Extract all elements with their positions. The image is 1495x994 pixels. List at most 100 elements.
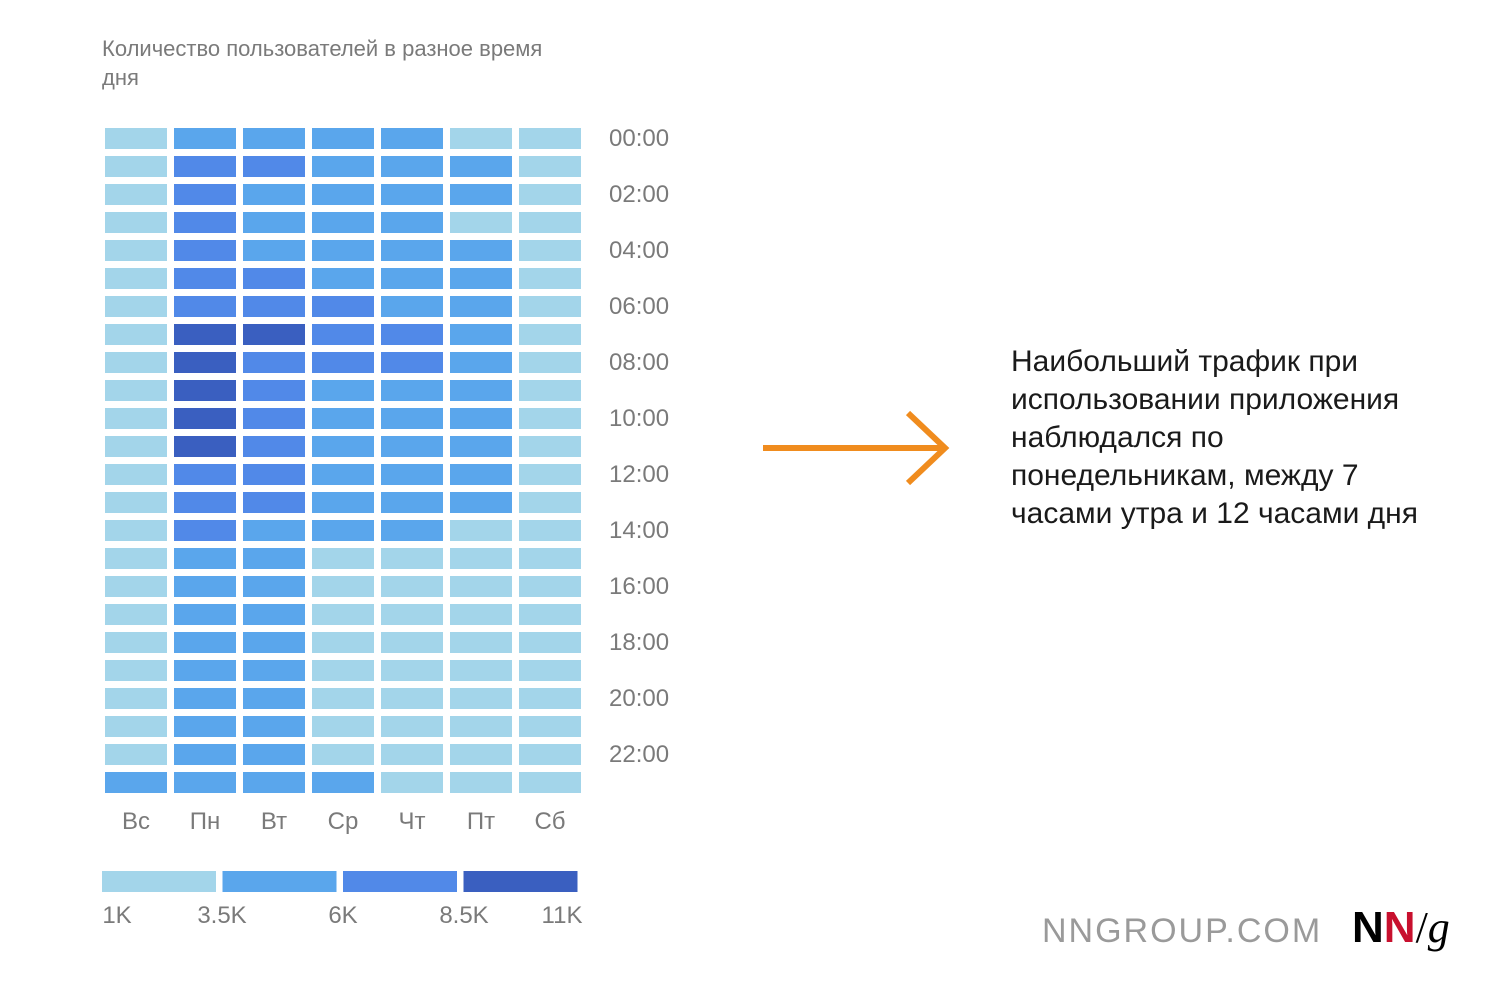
y-tick-label: 22:00: [609, 740, 670, 768]
heatmap-cell: [174, 436, 236, 457]
x-tick-label: Ср: [327, 808, 359, 835]
heatmap-cell: [174, 772, 236, 793]
heatmap-cell: [243, 408, 305, 429]
heatmap-cell: [519, 632, 581, 653]
heatmap-cell: [519, 744, 581, 765]
heatmap-cell: [243, 324, 305, 345]
heatmap-cell: [450, 408, 512, 429]
heatmap-cell: [381, 352, 443, 373]
y-tick-label: 14:00: [609, 516, 670, 544]
heatmap-cell: [174, 352, 236, 373]
heatmap-cell: [519, 520, 581, 541]
heatmap-cell: [381, 156, 443, 177]
heatmap-cell: [174, 716, 236, 737]
y-tick-label: 18:00: [609, 628, 670, 656]
heatmap-cell: [105, 436, 167, 457]
heatmap-cell: [312, 688, 374, 709]
heatmap-cell: [105, 156, 167, 177]
heatmap-cell: [174, 240, 236, 261]
y-tick-label: 20:00: [609, 684, 670, 712]
x-tick-label: Сб: [534, 808, 566, 835]
heatmap-cell: [243, 128, 305, 149]
heatmap-cell: [519, 576, 581, 597]
heatmap-cell: [450, 240, 512, 261]
heatmap-cell: [312, 660, 374, 681]
heatmap-cell: [105, 408, 167, 429]
heatmap-cell: [381, 520, 443, 541]
legend-tick-label: 1K: [102, 902, 132, 929]
heatmap-cell: [381, 128, 443, 149]
heatmap-cell: [174, 548, 236, 569]
heatmap-cell: [519, 128, 581, 149]
heatmap-cell: [174, 380, 236, 401]
heatmap-cell: [105, 268, 167, 289]
heatmap-cell: [243, 240, 305, 261]
heatmap-cell: [381, 380, 443, 401]
heatmap-cell: [105, 240, 167, 261]
heatmap-cell: [381, 632, 443, 653]
heatmap-cell: [243, 212, 305, 233]
y-tick-label: 06:00: [609, 292, 670, 320]
heatmap-cell: [519, 380, 581, 401]
heatmap-cell: [243, 352, 305, 373]
annotation-text: Наибольший трафик при использовании прил…: [1011, 345, 1418, 530]
brand-site: NNGROUP.COM: [1042, 912, 1323, 950]
heatmap-cell: [243, 660, 305, 681]
arrow-icon: [763, 410, 950, 486]
heatmap-cell: [450, 268, 512, 289]
heatmap-cell: [105, 632, 167, 653]
legend-tick-label: 11K: [541, 902, 583, 929]
heatmap-cell: [519, 716, 581, 737]
heatmap-cell: [105, 688, 167, 709]
heatmap-cell: [105, 128, 167, 149]
heatmap-cell: [243, 156, 305, 177]
heatmap-cell: [519, 240, 581, 261]
heatmap-cell: [519, 324, 581, 345]
heatmap-cell: [450, 128, 512, 149]
heatmap-cell: [105, 324, 167, 345]
heatmap-cell: [381, 604, 443, 625]
heatmap-cell: [105, 576, 167, 597]
heatmap-cell: [519, 492, 581, 513]
heatmap-cell: [243, 744, 305, 765]
heatmap-cell: [105, 772, 167, 793]
heatmap-cell: [105, 548, 167, 569]
legend-swatch: [463, 871, 578, 892]
heatmap-cell: [519, 408, 581, 429]
heatmap-cell: [243, 576, 305, 597]
x-tick-label: Пн: [189, 808, 221, 835]
heatmap-cell: [312, 324, 374, 345]
heatmap-cell: [243, 268, 305, 289]
heatmap-cell: [450, 296, 512, 317]
heatmap-cell: [450, 436, 512, 457]
y-tick-label: 12:00: [609, 460, 670, 488]
heatmap-cell: [105, 520, 167, 541]
heatmap-cell: [174, 744, 236, 765]
y-tick-label: 10:00: [609, 404, 670, 432]
heatmap-cell: [174, 604, 236, 625]
heatmap-cell: [312, 604, 374, 625]
heatmap-cell: [174, 688, 236, 709]
heatmap-cell: [243, 520, 305, 541]
heatmap-cell: [312, 464, 374, 485]
heatmap-cell: [519, 184, 581, 205]
y-tick-label: 04:00: [609, 236, 670, 264]
heatmap-cell: [243, 772, 305, 793]
heatmap-cell: [243, 492, 305, 513]
heatmap-cell: [174, 128, 236, 149]
heatmap-cell: [312, 156, 374, 177]
heatmap-cell: [174, 324, 236, 345]
heatmap-cell: [519, 464, 581, 485]
heatmap-cell: [519, 604, 581, 625]
heatmap-cell: [312, 352, 374, 373]
heatmap-cell: [105, 380, 167, 401]
heatmap-cell: [105, 604, 167, 625]
heatmap-cell: [519, 156, 581, 177]
heatmap-cell: [243, 380, 305, 401]
heatmap-cell: [174, 184, 236, 205]
y-tick-label: 16:00: [609, 572, 670, 600]
heatmap-cell: [312, 576, 374, 597]
heatmap-cell: [450, 772, 512, 793]
heatmap-cell: [381, 772, 443, 793]
